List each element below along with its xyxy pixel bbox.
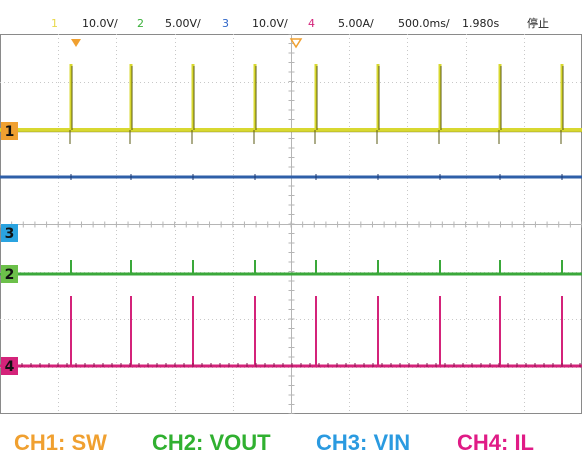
legend-ch4: CH4: IL bbox=[457, 430, 534, 456]
run-stop-status[interactable]: 停止 bbox=[527, 18, 549, 30]
ch2-marker-label: 2 bbox=[5, 267, 15, 283]
ch4-marker[interactable]: 4 bbox=[1, 357, 18, 375]
legend-ch3: CH3: VIN bbox=[316, 430, 410, 456]
ch4-scale[interactable]: 5.00A/ bbox=[338, 18, 374, 30]
ch3-marker[interactable]: 3 bbox=[1, 224, 18, 242]
ch3-marker-label: 3 bbox=[5, 226, 15, 242]
legend-ch1: CH1: SW bbox=[14, 430, 107, 456]
ch3-scale[interactable]: 10.0V/ bbox=[252, 18, 288, 30]
time-offset[interactable]: 1.980s bbox=[462, 18, 499, 30]
ch2-number[interactable]: 2 bbox=[137, 18, 144, 30]
ch2-scale[interactable]: 5.00V/ bbox=[165, 18, 201, 30]
scope-header: 1 10.0V/ 2 5.00V/ 3 10.0V/ 4 5.00A/ 500.… bbox=[0, 0, 582, 34]
ch4-number[interactable]: 4 bbox=[308, 18, 315, 30]
timebase-scale[interactable]: 500.0ms/ bbox=[398, 18, 450, 30]
ch3-number[interactable]: 3 bbox=[222, 18, 229, 30]
ch4-marker-label: 4 bbox=[5, 359, 15, 375]
ch1-marker[interactable]: 1 bbox=[1, 122, 18, 140]
ch2-marker[interactable]: 2 bbox=[1, 265, 18, 283]
ch1-marker-label: 1 bbox=[5, 124, 15, 140]
ch1-number[interactable]: 1 bbox=[51, 18, 58, 30]
channel-legend: CH1: SW CH2: VOUT CH3: VIN CH4: IL bbox=[0, 414, 582, 468]
waveform-canvas: 1 3 2 4 bbox=[0, 34, 582, 414]
legend-ch2: CH2: VOUT bbox=[152, 430, 271, 456]
scope-display: 1 3 2 4 bbox=[0, 34, 582, 414]
ch1-scale[interactable]: 10.0V/ bbox=[82, 18, 118, 30]
